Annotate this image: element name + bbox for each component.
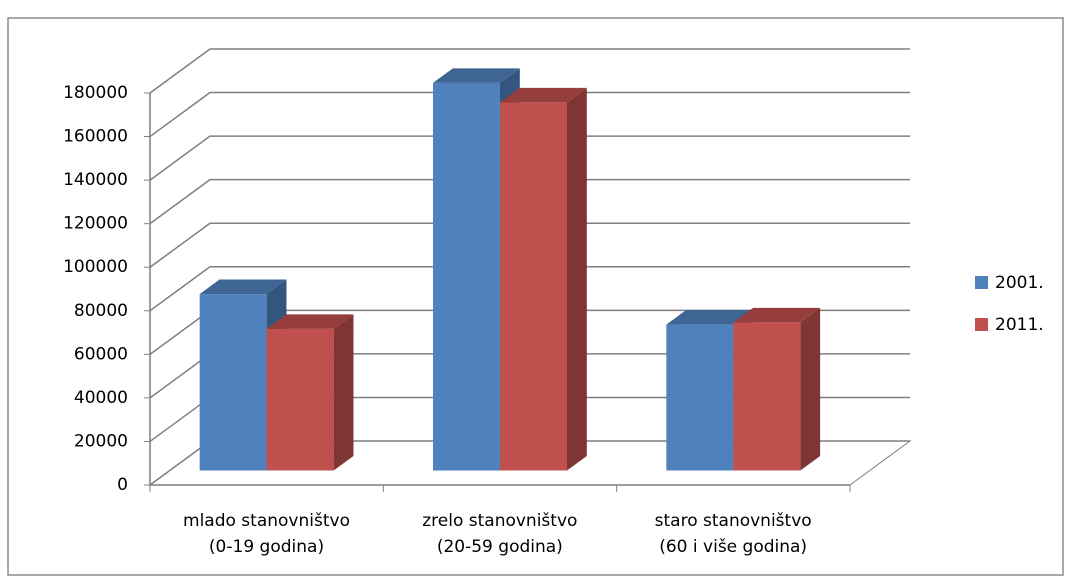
grid-line [149, 178, 910, 225]
grid-line [149, 222, 910, 268]
grid-line [149, 266, 910, 312]
grid-line [149, 48, 910, 94]
y-tick-label: 0 [117, 475, 128, 495]
bar [266, 328, 334, 471]
bar [433, 82, 500, 471]
y-tick-label: 40000 [74, 388, 128, 408]
grid-line [149, 91, 910, 138]
legend-label: 2011. [995, 315, 1044, 335]
y-tick-label: 120000 [63, 214, 128, 234]
bar-side [567, 87, 587, 471]
side-wall [150, 49, 210, 485]
bar [199, 294, 267, 471]
bar-side [800, 307, 821, 471]
x-tick-label: zrelo stanovništvo (20-59 godina) [422, 511, 578, 557]
bar-top [500, 87, 587, 103]
y-tick-label: 80000 [74, 301, 128, 321]
bar-top [733, 307, 821, 323]
y-tick-label: 20000 [74, 431, 128, 451]
y-tick-label: 60000 [74, 344, 128, 364]
x-tick-label: mlado stanovništvo (0-19 godina) [183, 511, 350, 557]
y-tick-label: 160000 [63, 127, 128, 147]
bar [733, 322, 801, 471]
bar-side [333, 314, 354, 471]
bar-top [199, 279, 287, 295]
bar [666, 324, 734, 471]
legend-label: 2001. [995, 273, 1044, 293]
bar-top [433, 68, 520, 83]
bar [500, 102, 567, 471]
bar-top [266, 314, 354, 329]
x-tick-label: staro stanovništvo (60 i više godina) [654, 511, 812, 557]
bar-top [666, 310, 754, 325]
y-tick-label: 100000 [63, 257, 128, 277]
y-tick-label: 140000 [63, 170, 128, 190]
grid-line [149, 135, 910, 181]
y-tick-label: 180000 [63, 83, 128, 103]
legend-swatch [975, 318, 988, 331]
legend-swatch [975, 276, 988, 289]
